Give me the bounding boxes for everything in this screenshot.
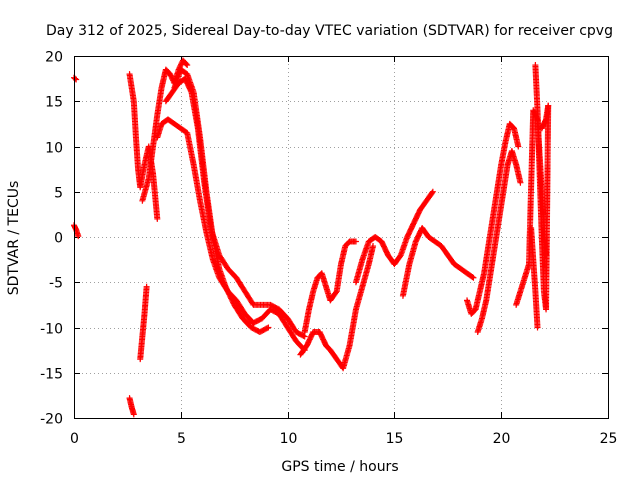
- x-tick-label: 5: [177, 431, 186, 447]
- data-series-arc-j: [297, 243, 377, 372]
- y-tick-label: -15: [40, 367, 63, 383]
- data-point: [75, 233, 82, 240]
- x-axis-label: GPS time / hours: [281, 459, 398, 475]
- data-point: [545, 102, 552, 109]
- data-series-arc-m: [399, 224, 477, 299]
- data-series-arc-s: [538, 102, 552, 132]
- data-series-arc-c: [126, 395, 137, 418]
- x-tick-label: 15: [386, 431, 404, 447]
- x-tick-label: 25: [600, 431, 618, 447]
- data-series-arc-l: [352, 188, 436, 286]
- data-series-arc-n: [464, 120, 522, 317]
- data-point: [143, 283, 150, 290]
- y-tick-label: -10: [40, 322, 63, 338]
- x-tick-label: 20: [493, 431, 511, 447]
- data-point: [517, 179, 524, 186]
- data-point: [469, 273, 476, 280]
- data-point: [265, 324, 272, 331]
- data-point: [154, 215, 161, 222]
- y-tick-label: 20: [45, 50, 63, 66]
- y-tick-label: 15: [45, 95, 63, 111]
- data-point: [370, 243, 377, 250]
- data-series-arc-q: [532, 62, 552, 313]
- data-point: [429, 189, 436, 196]
- data-point: [184, 62, 191, 69]
- y-axis-label: SDTVAR / TECUs: [6, 181, 22, 296]
- chart-title: Day 312 of 2025, Sidereal Day-to-day VTE…: [46, 23, 613, 39]
- y-tick-label: 5: [54, 186, 63, 202]
- data-point: [534, 324, 541, 331]
- y-tick-label: 10: [45, 141, 63, 157]
- data-point: [183, 61, 190, 68]
- data-series-arc-d: [137, 283, 150, 363]
- series-layer: [71, 57, 552, 418]
- data-point: [515, 143, 522, 150]
- plot-border: [74, 56, 609, 419]
- data-series-arc-i: [171, 66, 272, 336]
- y-tick-label: 0: [54, 231, 63, 247]
- data-point: [429, 188, 436, 195]
- data-point: [264, 325, 271, 332]
- data-series-arc-r: [528, 224, 541, 331]
- data-point: [470, 274, 477, 281]
- data-series-arc-k: [301, 238, 359, 336]
- data-series-arc-o: [474, 148, 524, 336]
- data-series-arc-a: [71, 74, 80, 83]
- x-tick-label: 10: [280, 431, 298, 447]
- data-point: [72, 75, 79, 82]
- y-tick-label: -20: [40, 412, 63, 428]
- grid-layer: [74, 56, 608, 418]
- data-point: [300, 332, 307, 339]
- data-series-arc-b: [71, 222, 82, 240]
- tick-labels-layer: 0 5 10 15 20 25 -20 -15 -10 -5 0 5 10 15 20: [40, 50, 617, 448]
- data-point: [130, 411, 137, 418]
- data-point: [352, 238, 359, 245]
- x-tick-label: 0: [70, 431, 79, 447]
- y-tick-label: -5: [49, 276, 63, 292]
